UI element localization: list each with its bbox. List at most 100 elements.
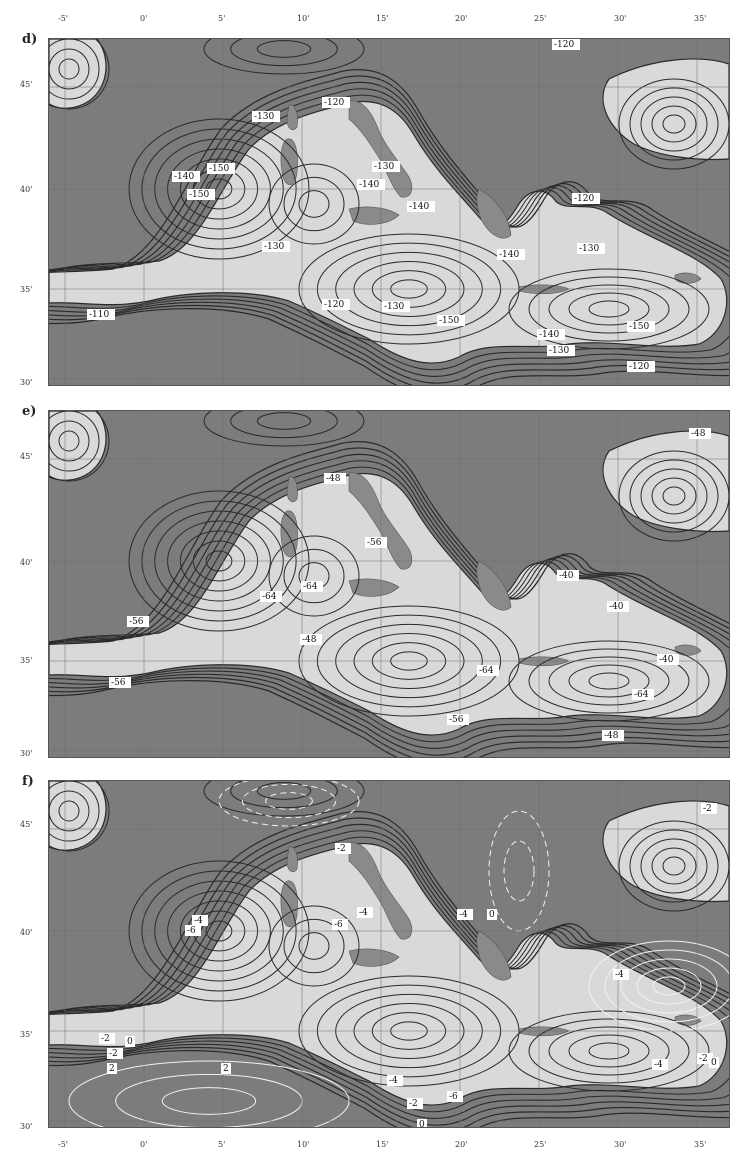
italy-land [348, 472, 413, 570]
contour-label-bg [709, 1057, 719, 1068]
contour-line [268, 535, 360, 617]
contour-label-bg [477, 665, 499, 676]
contour-label-bg [301, 581, 323, 592]
contour-label-bg [652, 1059, 668, 1070]
contour-line [115, 1073, 303, 1127]
contour-label: -130 [549, 346, 569, 356]
contour-label: -2 [699, 1054, 708, 1064]
contour-label: -120 [629, 362, 649, 372]
contour-label: -130 [579, 244, 599, 254]
contour-line [268, 163, 360, 245]
contour-line [508, 640, 710, 722]
contour-line [620, 958, 718, 1014]
contour-line [49, 790, 90, 832]
contour-label: -120 [324, 98, 344, 108]
contour-line [298, 932, 330, 960]
contour-label-bg [447, 1091, 463, 1102]
contour-label-bg [252, 111, 280, 122]
contour-line [548, 656, 670, 706]
black-sea-field [602, 58, 729, 161]
lon-tick: 35' [694, 14, 707, 23]
lon-tick: 25' [534, 1140, 547, 1149]
sicily-land [348, 578, 400, 597]
contour-label-bg [109, 677, 131, 688]
contour-label: -2 [409, 1099, 418, 1109]
contour-line [256, 412, 312, 430]
contour-line [49, 440, 729, 757]
contour-label-bg [107, 1063, 117, 1074]
contour-label-bg [332, 919, 348, 930]
contour-label: -2 [703, 804, 712, 814]
contour-label: -130 [374, 162, 394, 172]
contour-label-bg [127, 616, 149, 627]
contour-line [49, 411, 110, 482]
lon-tick: 5' [218, 1140, 226, 1149]
contour-line [49, 453, 729, 756]
lat-tick: 40' [20, 185, 33, 194]
lon-tick: 10' [297, 1140, 310, 1149]
contour-label-bg [577, 243, 605, 254]
contour-label: -48 [691, 429, 706, 439]
contour-label: -56 [129, 617, 144, 627]
contour-label-bg [457, 909, 473, 920]
contour-label-bg [172, 171, 200, 182]
contour-line [68, 1060, 350, 1127]
contour-label: 0 [419, 1120, 425, 1127]
contour-label-bg [547, 345, 575, 356]
contour-label-bg [697, 1053, 713, 1064]
map-panel-e: -48 -48 -56 -64 -64 -56 -48 -40 -40 -56 -64 -64 -56 -… [48, 410, 730, 758]
contour-line [283, 176, 345, 232]
contour-line [528, 276, 690, 342]
contour-line [636, 967, 702, 1005]
lat-tick: 45' [20, 820, 33, 829]
lon-tick: 15' [376, 1140, 389, 1149]
contour-line [662, 114, 686, 134]
contour-label: -40 [659, 655, 674, 665]
contour-line [662, 856, 686, 876]
contour-line [203, 411, 365, 447]
contour-label-bg [407, 201, 435, 212]
lon-tick: 20' [455, 14, 468, 23]
contour-label-bg [657, 654, 679, 665]
contour-label-bg [613, 969, 629, 980]
contour-line [588, 1042, 630, 1060]
lon-tick: 35' [694, 1140, 707, 1149]
contour-map-e: -48 -48 -56 -64 -64 -56 -48 -40 -40 -56 -64 -64 -56 -… [49, 411, 729, 757]
contour-line [618, 450, 729, 542]
contour-label-bg [487, 909, 497, 920]
contour-label: -4 [359, 908, 368, 918]
contour-line [49, 447, 729, 757]
contour-label: -150 [439, 316, 459, 326]
sicily-land [348, 948, 400, 967]
contour-line [230, 781, 338, 809]
contour-label: -2 [109, 1049, 118, 1059]
contour-line [640, 96, 708, 152]
contour-label-bg [87, 309, 115, 320]
contour-line [548, 284, 670, 334]
contour-label-bg [497, 249, 525, 260]
panel-letter: f) [22, 774, 34, 789]
contour-line [640, 838, 708, 894]
contour-label-bg [417, 1119, 427, 1127]
contour-line [528, 648, 690, 714]
contour-label: 0 [711, 1058, 717, 1068]
contour-line [49, 810, 729, 1127]
contour-line [265, 792, 313, 810]
lon-tick: 30' [614, 1140, 627, 1149]
contour-line [230, 411, 338, 439]
contour-label: -56 [111, 678, 126, 688]
contour-label-bg [627, 361, 655, 372]
contour-label-bg [324, 473, 346, 484]
contour-line [268, 905, 360, 987]
contour-label: -4 [389, 1076, 398, 1086]
panel-letter: d) [22, 32, 38, 47]
contour-label-bg [537, 329, 565, 340]
contour-map-d: -120 -150 -130 -120 -140 -150 -140 -130 -120 -140… [49, 39, 729, 385]
contour-line [618, 820, 729, 912]
contour-label: -4 [654, 1060, 663, 1070]
contour-label-bg [187, 189, 215, 200]
contour-line [58, 430, 80, 452]
lat-tick: 45' [20, 80, 33, 89]
contour-label-bg [107, 1048, 123, 1059]
contour-map-f: -2-2-4-6-4-60-4-4-202 2-6-4-20-4-2 0-2 [49, 781, 729, 1127]
